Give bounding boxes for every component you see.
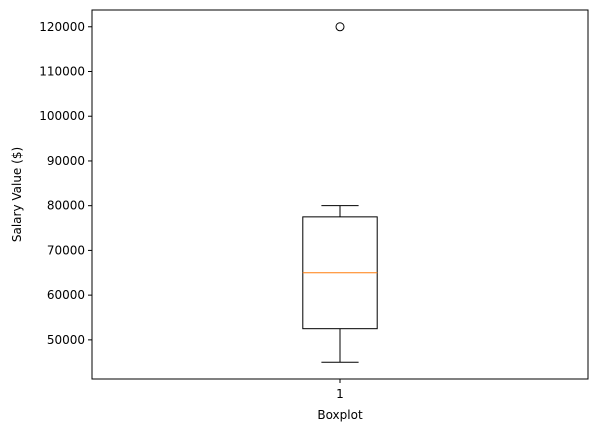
y-axis-label: Salary Value ($) xyxy=(10,147,24,242)
y-tick-label: 50000 xyxy=(47,333,85,347)
y-tick-label: 90000 xyxy=(47,154,85,168)
boxes-layer xyxy=(302,22,378,363)
y-tick-label: 80000 xyxy=(47,199,85,213)
y-tick-label: 70000 xyxy=(47,243,85,257)
y-axis: 50000 60000 70000 80000 90000 100000 110000 120… xyxy=(39,20,92,347)
outlier-point xyxy=(335,22,345,32)
x-axis: 1 xyxy=(336,379,344,401)
x-tick-label: 1 xyxy=(336,387,344,401)
y-tick-label: 110000 xyxy=(39,65,85,79)
y-tick-label: 60000 xyxy=(47,288,85,302)
y-tick-label: 100000 xyxy=(39,109,85,123)
x-axis-label: Boxplot xyxy=(317,408,363,422)
y-tick-label: 120000 xyxy=(39,20,85,34)
plot-area xyxy=(91,9,589,380)
